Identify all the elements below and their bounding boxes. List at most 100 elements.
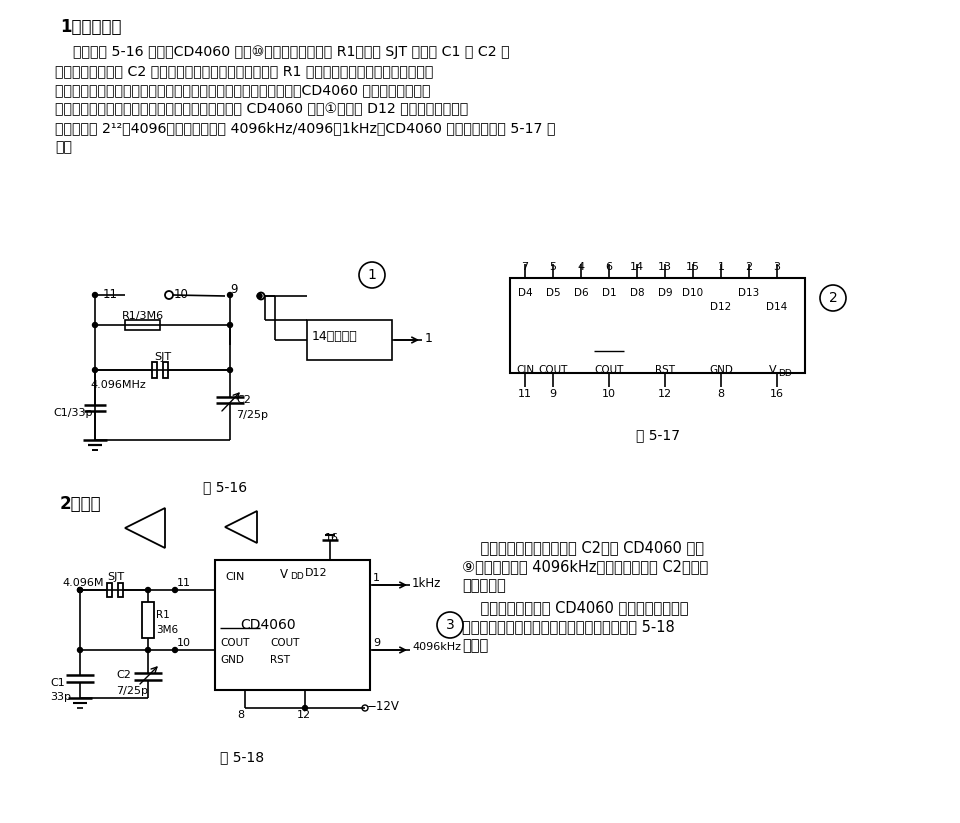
Text: 图 5-17: 图 5-17 <box>636 428 680 442</box>
Text: 成振荡电路。调整 C2 可将振荡频率调整到准确值。其中 R1 是反馈电阻，以确定门电路的工作: 成振荡电路。调整 C2 可将振荡频率调整到准确值。其中 R1 是反馈电阻，以确定… <box>55 64 433 78</box>
Text: 2．调试: 2．调试 <box>60 495 102 513</box>
Text: CIN: CIN <box>225 572 245 582</box>
Text: 6: 6 <box>606 262 612 272</box>
Text: D1: D1 <box>602 288 616 298</box>
Text: COUT: COUT <box>220 638 250 648</box>
Bar <box>307 320 392 360</box>
Circle shape <box>146 588 151 593</box>
Circle shape <box>257 294 262 299</box>
Text: 8: 8 <box>717 389 725 399</box>
Text: 1: 1 <box>368 268 376 282</box>
Text: D10: D10 <box>683 288 704 298</box>
Text: GND: GND <box>220 655 244 665</box>
Circle shape <box>92 292 98 297</box>
Text: D5: D5 <box>545 288 561 298</box>
Text: 9: 9 <box>230 283 237 296</box>
Circle shape <box>228 323 232 328</box>
Text: −12V: −12V <box>367 700 400 713</box>
Text: 点，使本来工作在开关状态的非门工作于电压传输特性的过渡区。CD4060 输出的振荡信号经: 点，使本来工作在开关状态的非门工作于电压传输特性的过渡区。CD4060 输出的振… <box>55 83 430 97</box>
Text: 15: 15 <box>686 262 700 272</box>
Text: DD: DD <box>290 572 303 581</box>
Text: 其分频比为 2¹²＝4096，即输出频率为 4096kHz/4096＝1kHz。CD4060 的管脚功能如图 5-17 所: 其分频比为 2¹²＝4096，即输出频率为 4096kHz/4096＝1kHz。… <box>55 121 556 135</box>
Text: 1kHz: 1kHz <box>412 577 442 590</box>
Text: 7/25p: 7/25p <box>116 686 148 696</box>
Text: 1: 1 <box>373 573 380 583</box>
Text: 9: 9 <box>549 389 557 399</box>
Text: SJT: SJT <box>107 572 124 582</box>
Bar <box>510 278 805 373</box>
Text: 7/25p: 7/25p <box>236 410 268 420</box>
Text: D6: D6 <box>574 288 588 298</box>
Text: COUT: COUT <box>539 365 567 375</box>
Text: C2: C2 <box>236 395 251 405</box>
Text: 4: 4 <box>577 262 585 272</box>
Bar <box>125 320 160 330</box>
Text: RST: RST <box>655 365 675 375</box>
Circle shape <box>228 292 232 297</box>
Text: 示。: 示。 <box>55 140 72 154</box>
Text: 11: 11 <box>177 578 191 588</box>
Bar <box>163 362 168 378</box>
Text: 33p: 33p <box>50 692 71 702</box>
Text: D9: D9 <box>658 288 672 298</box>
Text: 开始使用。: 开始使用。 <box>462 578 506 593</box>
Text: 2: 2 <box>828 291 837 305</box>
Text: 13: 13 <box>658 262 672 272</box>
Text: 3M6: 3M6 <box>156 625 179 635</box>
Text: COUT: COUT <box>270 638 300 648</box>
Circle shape <box>228 368 232 373</box>
Text: 11: 11 <box>518 389 532 399</box>
Text: SJT: SJT <box>154 352 171 362</box>
Text: CD4060: CD4060 <box>240 618 296 632</box>
Bar <box>107 583 112 597</box>
Text: 8: 8 <box>237 710 244 720</box>
Text: C1: C1 <box>50 678 64 688</box>
Circle shape <box>146 648 151 653</box>
Circle shape <box>173 648 178 653</box>
Circle shape <box>92 368 98 373</box>
Text: 同理，也可以利用 CD4060 的其它输出端来获: 同理，也可以利用 CD4060 的其它输出端来获 <box>462 600 688 615</box>
Text: 7: 7 <box>521 262 529 272</box>
Text: R1/3M6: R1/3M6 <box>122 311 164 321</box>
Bar <box>142 602 154 638</box>
Text: 12: 12 <box>658 389 672 399</box>
Text: 4096kHz: 4096kHz <box>412 642 461 652</box>
Circle shape <box>78 588 83 593</box>
Text: D8: D8 <box>630 288 644 298</box>
Bar <box>215 560 370 690</box>
Text: 3: 3 <box>774 262 780 272</box>
Text: D12: D12 <box>710 302 732 312</box>
Text: 10: 10 <box>177 638 191 648</box>
Text: V: V <box>769 365 777 375</box>
Text: 14级分频器: 14级分频器 <box>312 330 358 343</box>
Text: C1/33p: C1/33p <box>53 408 92 418</box>
Text: 图 5-16: 图 5-16 <box>203 480 247 494</box>
Text: DD: DD <box>779 369 792 378</box>
Circle shape <box>173 588 178 593</box>
Circle shape <box>78 648 83 653</box>
Text: 16: 16 <box>325 533 339 543</box>
Bar <box>118 583 123 597</box>
Text: GND: GND <box>709 365 732 375</box>
Text: RST: RST <box>270 655 290 665</box>
Text: 1: 1 <box>717 262 725 272</box>
Text: 1: 1 <box>425 332 433 345</box>
Circle shape <box>78 588 83 593</box>
Text: V: V <box>280 568 288 581</box>
Text: D12: D12 <box>305 568 327 578</box>
Text: R1: R1 <box>156 610 170 620</box>
Text: 5: 5 <box>549 262 557 272</box>
Text: 通电后，调整微调电容器 C2，使 CD4060 的第: 通电后，调整微调电容器 C2，使 CD4060 的第 <box>462 540 704 555</box>
Text: 2: 2 <box>745 262 753 272</box>
Bar <box>152 362 157 378</box>
Circle shape <box>92 323 98 328</box>
Text: 4.096M: 4.096M <box>62 578 104 588</box>
Text: 1．工作原理: 1．工作原理 <box>60 18 122 36</box>
Text: D14: D14 <box>766 302 787 312</box>
Text: 11: 11 <box>103 288 118 301</box>
Text: 10: 10 <box>174 288 189 301</box>
Circle shape <box>302 705 307 710</box>
Text: D4: D4 <box>517 288 532 298</box>
Text: 所示。: 所示。 <box>462 638 489 653</box>
Text: 电路如图 5-16 所示。CD4060 与其⑩、⑪脚的外接电阻 R1、晶体 SJT 及电容 C1 和 C2 构: 电路如图 5-16 所示。CD4060 与其⑩、⑪脚的外接电阻 R1、晶体 SJ… <box>55 45 510 59</box>
